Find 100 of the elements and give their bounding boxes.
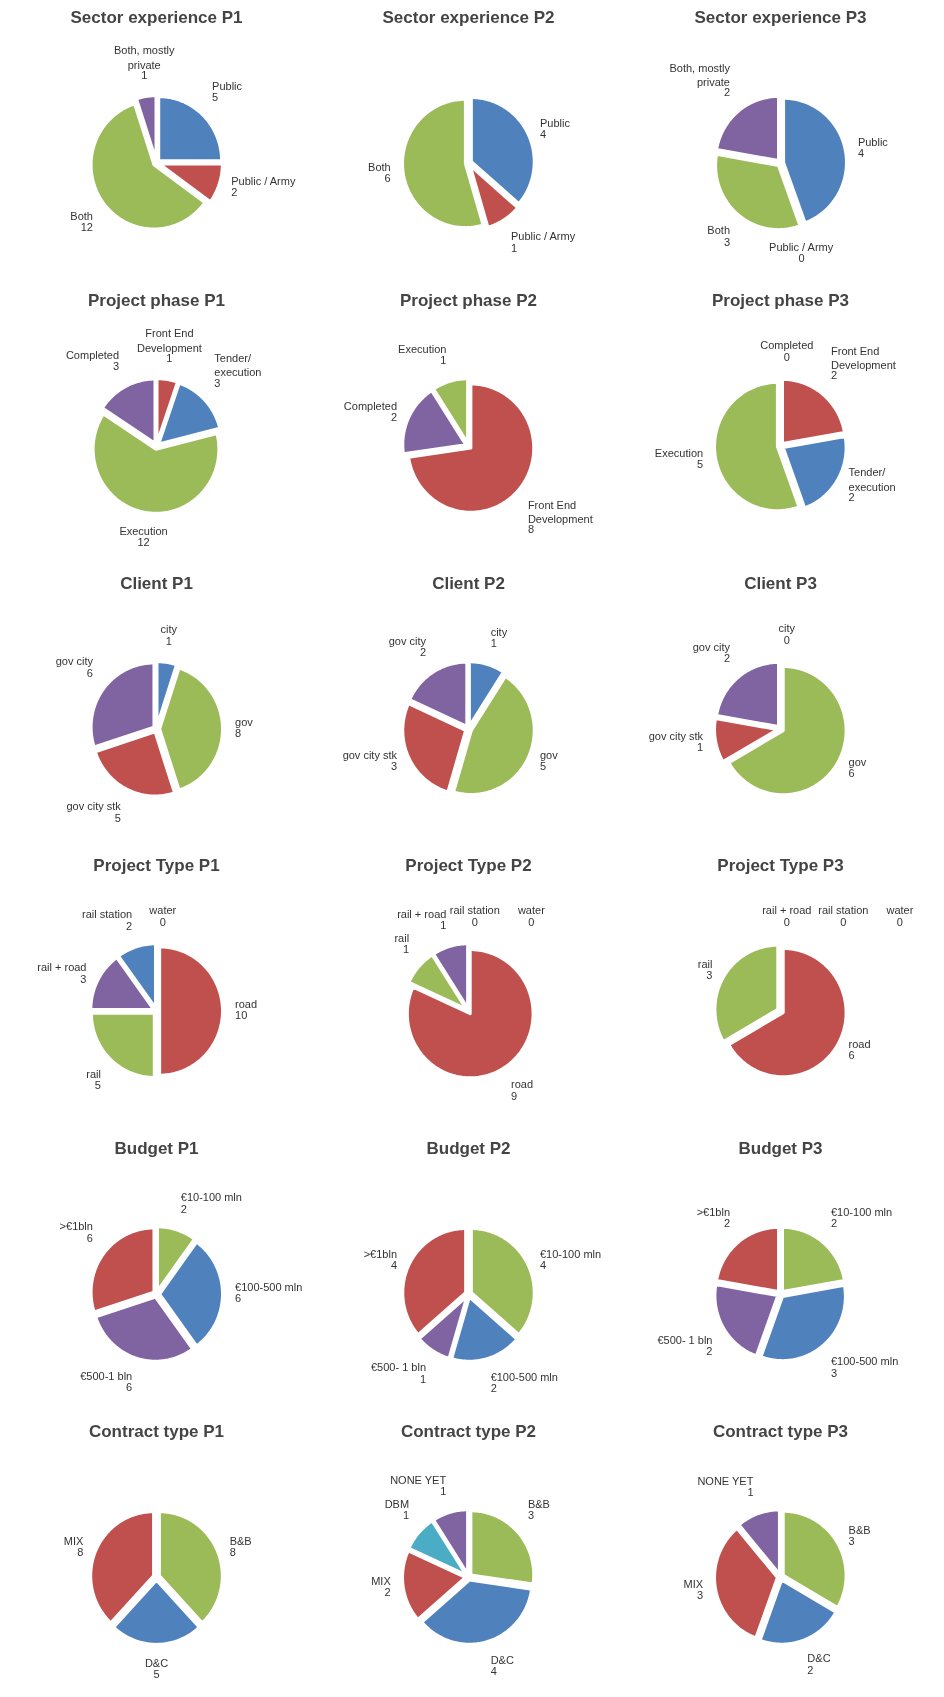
slice-label: gov: [848, 755, 867, 768]
data-label: 4: [390, 1259, 398, 1272]
category-label: Public / Army: [769, 240, 834, 253]
chart-title: Budget P1: [114, 1138, 199, 1158]
slice-label: >€1bln: [59, 1220, 93, 1233]
chart-title: Project Type P2: [405, 855, 532, 875]
text: 0: [528, 916, 535, 929]
slice-label: Completed: [343, 399, 398, 412]
chart-title: Project Type P3: [717, 855, 844, 875]
data-label: 2: [807, 1663, 814, 1676]
slice-label: B&B: [848, 1523, 871, 1536]
data-label: 2: [848, 490, 855, 503]
data-label: 3: [80, 973, 87, 986]
data-label: 12: [80, 221, 93, 234]
data-label: 6: [848, 1049, 855, 1062]
data-label: 3: [831, 1366, 838, 1379]
data-label: 3: [697, 1589, 704, 1602]
slice-label: gov city: [388, 634, 427, 647]
slice-label: Execution: [119, 524, 168, 537]
data-label: 4: [539, 127, 547, 140]
text: 0: [840, 916, 847, 929]
slice-label: Public: [212, 79, 243, 92]
slice-label: rail: [394, 932, 410, 945]
data-label: 3: [112, 360, 120, 373]
slice-label: €500- 1 bln: [657, 1334, 713, 1347]
category-label: city: [778, 622, 796, 635]
slice-label: Both: [70, 210, 93, 223]
data-label: 1: [440, 1485, 447, 1498]
text: 0: [798, 251, 805, 264]
chart-title: Budget P3: [738, 1138, 823, 1158]
slice-label: €500- 1 bln: [370, 1361, 427, 1374]
chart-title: Project phase P3: [712, 290, 850, 310]
chart-title: Contract type P1: [88, 1421, 225, 1441]
data-label: 2: [390, 410, 398, 423]
chart-title: Project Type P1: [93, 855, 220, 875]
data-label: 2: [419, 646, 427, 659]
slice-label: Public / Army: [510, 230, 576, 243]
slice-label: >€1bln: [363, 1247, 398, 1260]
data-label: 1: [165, 634, 172, 647]
category-label: water: [517, 904, 545, 917]
category-label: rail station: [818, 904, 869, 917]
data-label: 3: [527, 1509, 535, 1522]
data-label: 1: [697, 740, 704, 753]
data-label: 2: [180, 1202, 187, 1215]
data-label: 2: [384, 1586, 391, 1599]
slice-label: NONE YET: [390, 1473, 447, 1486]
slice-label: rail + road: [397, 908, 447, 921]
chart-title: Sector experience P2: [382, 7, 555, 27]
slice-label: Public: [857, 135, 889, 148]
slice-label: NONE YET: [697, 1475, 754, 1488]
data-label: 6: [384, 172, 391, 185]
data-label: 5: [114, 811, 121, 824]
data-label: 5: [153, 1668, 160, 1681]
chart-title: Contract type P3: [712, 1421, 849, 1441]
slice-label: road: [235, 998, 258, 1011]
slice-label: Public: [539, 116, 571, 129]
slice-label: gov city: [55, 655, 94, 668]
category-label: rail station: [449, 904, 500, 917]
data-label: 8: [229, 1545, 236, 1558]
data-label: 4: [490, 1665, 497, 1678]
data-label: 2: [831, 1217, 838, 1230]
slice-label: €10-100 mln: [180, 1191, 242, 1204]
slice-label: €100-500 mln: [235, 1281, 303, 1294]
data-label: 1: [440, 353, 447, 366]
data-label: 3: [848, 1535, 855, 1548]
slice-label: D&C: [144, 1657, 169, 1670]
chart-title: Project phase P1: [88, 290, 226, 310]
text: 0: [783, 633, 790, 646]
text: 0: [159, 916, 166, 929]
slice-label: city: [490, 625, 508, 638]
data-label: 6: [235, 1292, 242, 1305]
data-label: 2: [723, 86, 730, 99]
data-label: 1: [419, 1373, 427, 1385]
slice-label: €100-500 mln: [490, 1371, 558, 1384]
data-label: 1: [440, 919, 447, 932]
slice-label: Execution: [654, 446, 704, 459]
data-label: 4: [539, 1259, 547, 1272]
slice-label: gov: [539, 748, 559, 761]
slice-label: Both: [707, 224, 731, 237]
data-label: 6: [126, 1381, 133, 1394]
slice-label: D&C: [807, 1652, 831, 1665]
slice-label: rail: [697, 958, 713, 971]
text: 0: [783, 916, 790, 929]
data-label: 6: [86, 1231, 93, 1244]
data-label: 2: [831, 369, 838, 382]
chart-title: Sector experience P1: [70, 7, 243, 27]
category-label: water: [149, 904, 177, 917]
chart-title: Sector experience P3: [694, 7, 867, 27]
slice-label: gov city stk: [342, 748, 398, 761]
text: 0: [471, 916, 478, 929]
chart-title: Contract type P2: [400, 1421, 537, 1441]
slice-label: road: [510, 1078, 534, 1091]
data-label: 2: [126, 920, 133, 933]
data-label: 8: [77, 1545, 84, 1558]
data-label: 5: [697, 457, 704, 470]
slice-label: Execution: [398, 342, 447, 355]
slice-label: city: [160, 623, 178, 636]
slice-label: Tender/ execution: [214, 351, 262, 379]
slice-label: MIX: [371, 1575, 392, 1588]
slice-label: Front End Development: [831, 344, 896, 372]
